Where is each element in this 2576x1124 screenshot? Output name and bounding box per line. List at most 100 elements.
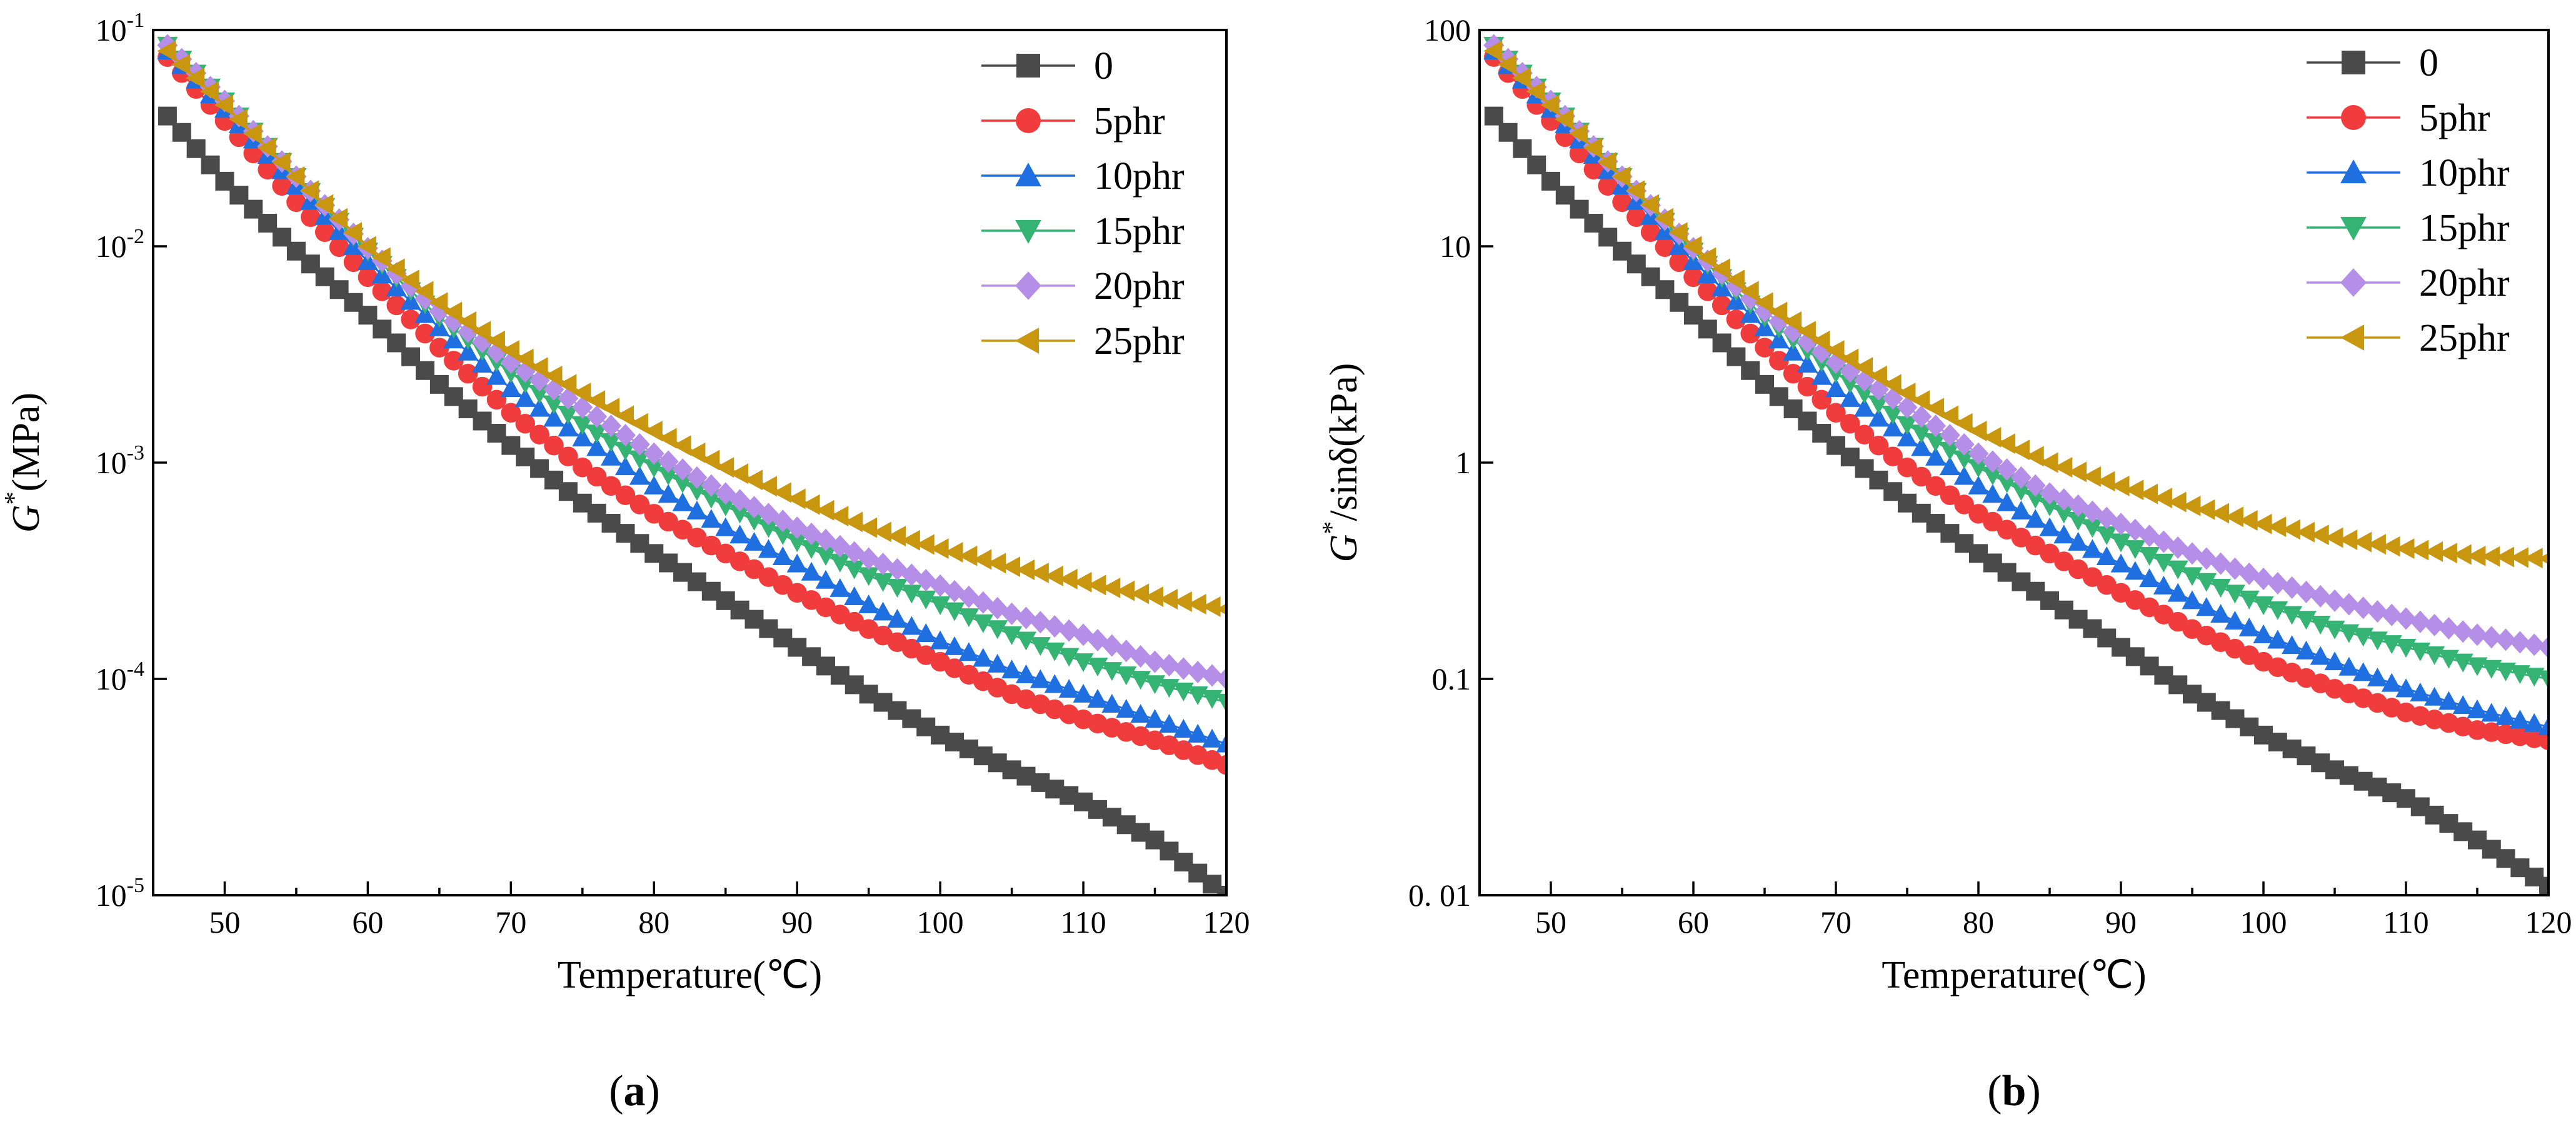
data-point — [1997, 474, 2018, 493]
data-point — [358, 306, 378, 325]
data-point — [916, 717, 936, 736]
data-point — [2495, 706, 2517, 725]
data-point — [1783, 364, 1803, 384]
data-point — [1968, 475, 1989, 494]
data-point — [1188, 863, 1208, 883]
data-point — [759, 619, 778, 638]
data-point — [2140, 656, 2159, 676]
data-point — [1583, 138, 1602, 159]
data-point — [2068, 511, 2089, 531]
data-point — [401, 347, 421, 366]
data-point — [959, 740, 978, 759]
legend-item-25phr: 25phr — [981, 320, 1185, 363]
legend-item-0: 0 — [2307, 42, 2438, 84]
data-point — [1145, 586, 1164, 607]
data-point — [429, 338, 449, 358]
data-point — [1541, 171, 1560, 191]
data-point — [2182, 590, 2203, 610]
data-point — [572, 428, 593, 447]
data-point — [701, 581, 721, 601]
data-point — [1968, 442, 1989, 465]
series-0 — [158, 106, 1226, 895]
data-point — [2053, 504, 2075, 524]
data-point — [686, 466, 708, 489]
data-point — [2395, 678, 2417, 698]
data-point — [2367, 600, 2388, 623]
data-point — [244, 199, 263, 219]
data-point — [2395, 538, 2415, 559]
data-point — [2424, 541, 2443, 562]
data-point — [2495, 628, 2517, 651]
data-point — [744, 610, 764, 629]
data-point — [2154, 666, 2173, 685]
data-point — [2210, 503, 2230, 524]
data-point — [1145, 830, 1165, 850]
data-point — [501, 403, 521, 423]
data-point — [2025, 509, 2046, 528]
series-25phr — [157, 41, 1226, 617]
data-point — [1030, 669, 1051, 688]
data-point — [500, 378, 521, 398]
data-point — [715, 497, 736, 516]
y-axis-title: G*/sinδ(kPa) — [1318, 363, 1365, 563]
data-point — [1655, 280, 1675, 299]
data-point — [387, 333, 406, 353]
data-point — [815, 546, 836, 566]
data-point — [2381, 673, 2402, 692]
data-point — [314, 222, 335, 243]
data-point — [1597, 152, 1616, 173]
data-point — [2397, 789, 2415, 808]
data-point — [1711, 258, 1731, 279]
data-point — [2381, 536, 2400, 557]
legend-label: 15phr — [1094, 210, 1185, 253]
y-tick-label: 10 — [1440, 229, 1471, 264]
data-point — [1584, 213, 1603, 233]
data-point — [1015, 559, 1035, 581]
data-point — [1569, 123, 1588, 144]
data-point — [658, 450, 679, 473]
data-point — [1982, 450, 2003, 473]
legend-label: 10phr — [2419, 152, 2510, 194]
data-point — [930, 596, 951, 616]
data-point — [1044, 674, 1065, 693]
data-point — [1754, 292, 1773, 313]
data-point — [873, 521, 892, 543]
data-point — [686, 500, 708, 519]
data-point — [758, 539, 779, 558]
data-point — [2253, 624, 2274, 643]
data-point — [243, 123, 262, 144]
data-point — [1783, 311, 1802, 333]
data-point — [1768, 301, 1788, 323]
data-point — [1911, 437, 1932, 456]
data-point — [1982, 427, 2002, 448]
data-point — [1883, 446, 1903, 466]
data-point — [443, 329, 464, 349]
data-point — [915, 623, 936, 643]
data-point — [1611, 166, 1631, 188]
data-point — [1740, 323, 1760, 344]
data-point — [829, 553, 851, 573]
data-point — [472, 376, 493, 397]
data-point — [1997, 563, 2017, 582]
data-point — [1058, 619, 1080, 642]
data-point — [2182, 495, 2201, 516]
data-point — [572, 396, 593, 419]
data-point — [1570, 199, 1589, 219]
data-point — [415, 361, 434, 380]
series-20phr — [157, 34, 1226, 690]
data-point — [873, 693, 893, 712]
data-point — [2110, 475, 2130, 496]
data-point — [544, 435, 564, 456]
series-line-15phr — [166, 44, 1226, 703]
data-point — [701, 535, 721, 556]
data-point — [429, 292, 448, 313]
data-point — [529, 398, 550, 417]
data-point — [2240, 717, 2259, 736]
data-point — [2040, 591, 2059, 610]
data-point — [172, 123, 191, 142]
data-point — [1869, 470, 1888, 489]
legend-marker — [1015, 163, 1041, 187]
data-point — [1073, 571, 1092, 593]
data-point — [2153, 488, 2172, 509]
data-point — [329, 280, 349, 299]
